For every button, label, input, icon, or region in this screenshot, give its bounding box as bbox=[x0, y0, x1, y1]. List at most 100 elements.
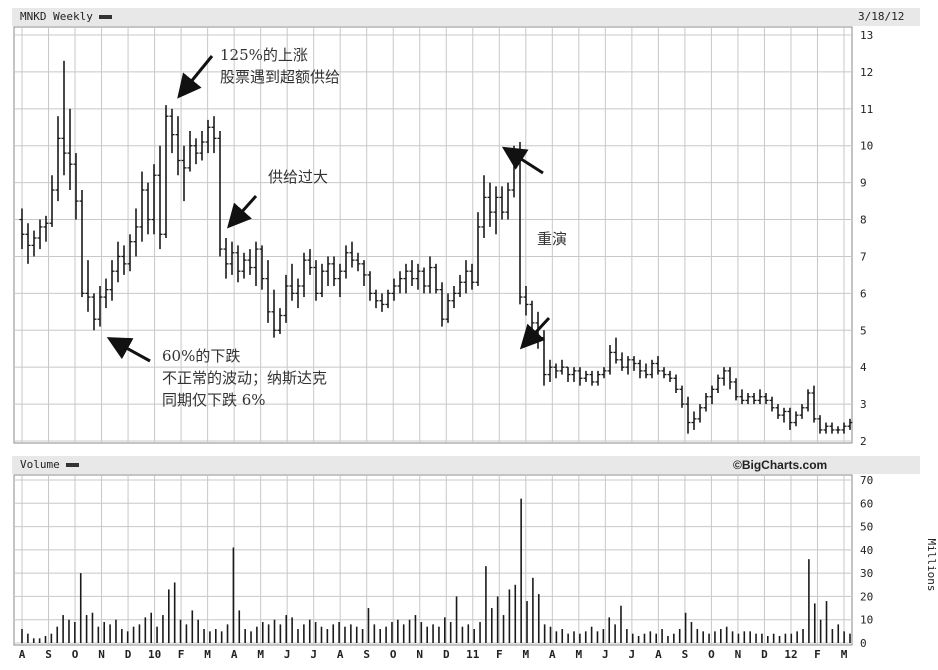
annotation-line: 125%的上涨 bbox=[220, 46, 308, 64]
ohlc-bar bbox=[223, 238, 229, 279]
x-tick-label: M bbox=[204, 648, 211, 661]
ohlc-bar bbox=[469, 263, 475, 290]
ohlc-bar bbox=[301, 252, 307, 298]
volume-tick-label: 40 bbox=[860, 544, 873, 557]
volume-tick-label: 50 bbox=[860, 521, 873, 534]
ohlc-bar bbox=[337, 263, 343, 298]
ohlc-bar bbox=[331, 256, 337, 286]
ohlc-bar bbox=[457, 274, 463, 298]
x-tick-label: J bbox=[310, 648, 317, 661]
ohlc-bar bbox=[229, 241, 235, 275]
x-tick-label: M bbox=[576, 648, 583, 661]
price-tick-label: 2 bbox=[860, 435, 867, 448]
ohlc-bar bbox=[751, 393, 757, 405]
ohlc-bar bbox=[19, 208, 25, 250]
ohlc-bar bbox=[109, 260, 115, 301]
ohlc-bar bbox=[193, 138, 199, 165]
annotation-line: 同期仅下跌 6% bbox=[162, 391, 266, 409]
volume-label: Volume bbox=[20, 458, 79, 471]
ohlc-bar bbox=[313, 260, 319, 301]
ohlc-bar bbox=[757, 389, 763, 405]
price-tick-label: 13 bbox=[860, 29, 873, 42]
volume-axis-label: Millions bbox=[925, 539, 938, 592]
ohlc-bar bbox=[733, 378, 739, 401]
ohlc-bar bbox=[79, 190, 85, 298]
volume-tick-label: 70 bbox=[860, 474, 873, 487]
ohlc-bar bbox=[169, 108, 175, 154]
x-tick-label: D bbox=[443, 648, 450, 661]
x-tick-label: D bbox=[125, 648, 132, 661]
ohlc-bar bbox=[445, 293, 451, 323]
ohlc-bar bbox=[157, 145, 163, 250]
ohlc-bar bbox=[247, 249, 253, 275]
price-tick-label: 8 bbox=[860, 214, 867, 227]
x-tick-label: A bbox=[337, 648, 344, 661]
ohlc-bar bbox=[373, 289, 379, 309]
ohlc-bar bbox=[241, 252, 247, 279]
ohlc-bar bbox=[769, 396, 775, 412]
price-tick-label: 7 bbox=[860, 250, 867, 263]
ohlc-bar bbox=[145, 182, 151, 235]
ohlc-bar bbox=[721, 367, 727, 386]
annotation-supply: 供给过大 bbox=[268, 166, 328, 188]
ohlc-bar bbox=[655, 356, 661, 375]
ohlc-bar bbox=[121, 245, 127, 275]
ohlc-bar bbox=[379, 293, 385, 312]
price-tick-label: 10 bbox=[860, 140, 873, 153]
ohlc-bar bbox=[175, 116, 181, 176]
ohlc-bar bbox=[601, 367, 607, 379]
ohlc-bar bbox=[37, 219, 43, 250]
x-tick-label: D bbox=[761, 648, 768, 661]
dash-icon bbox=[98, 15, 112, 19]
ohlc-bar bbox=[835, 426, 841, 434]
ohlc-bar bbox=[103, 278, 109, 309]
x-tick-label: S bbox=[682, 648, 689, 661]
ohlc-bar bbox=[409, 260, 415, 286]
ohlc-bar bbox=[649, 359, 655, 379]
ohlc-bar bbox=[343, 245, 349, 279]
chart-date: 3/18/12 bbox=[858, 10, 905, 23]
ohlc-bar bbox=[475, 212, 481, 286]
ohlc-bar bbox=[187, 130, 193, 172]
ohlc-bar bbox=[643, 363, 649, 379]
x-tick-label: J bbox=[284, 648, 291, 661]
ohlc-bar bbox=[463, 260, 469, 294]
ohlc-bar bbox=[67, 108, 73, 191]
ohlc-bar bbox=[295, 278, 301, 309]
ohlc-bar bbox=[553, 363, 559, 379]
ohlc-bar bbox=[625, 356, 631, 375]
x-tick-label: 11 bbox=[466, 648, 480, 661]
ohlc-bar bbox=[487, 182, 493, 227]
ohlc-bar bbox=[763, 393, 769, 405]
ohlc-bar bbox=[259, 245, 265, 290]
ohlc-bar bbox=[277, 308, 283, 334]
ohlc-bar bbox=[823, 422, 829, 434]
ohlc-bar bbox=[667, 370, 673, 382]
ohlc-bar bbox=[523, 285, 529, 316]
ohlc-bar bbox=[451, 285, 457, 309]
annotation-repeat: 重演 bbox=[537, 228, 567, 250]
ohlc-bar bbox=[91, 293, 97, 331]
ohlc-bar bbox=[703, 393, 709, 412]
annotation-line: 供给过大 bbox=[268, 168, 329, 186]
ohlc-bar bbox=[499, 186, 505, 220]
ohlc-bar bbox=[49, 175, 55, 227]
ohlc-bar bbox=[607, 345, 613, 375]
ohlc-bar bbox=[217, 130, 223, 257]
ohlc-bar bbox=[133, 208, 139, 257]
ohlc-bar bbox=[43, 215, 49, 242]
x-tick-label: N bbox=[735, 648, 742, 661]
x-tick-label: N bbox=[416, 648, 423, 661]
ohlc-bar bbox=[679, 385, 685, 408]
x-tick-label: F bbox=[178, 648, 185, 661]
ohlc-bar bbox=[361, 260, 367, 286]
x-tick-label: A bbox=[231, 648, 238, 661]
ohlc-bar bbox=[841, 422, 847, 434]
x-tick-label: J bbox=[629, 648, 636, 661]
ohlc-bar bbox=[211, 116, 217, 154]
ohlc-bar bbox=[319, 263, 325, 298]
ohlc-bar bbox=[349, 241, 355, 268]
x-tick-label: F bbox=[496, 648, 503, 661]
x-tick-label: M bbox=[257, 648, 264, 661]
